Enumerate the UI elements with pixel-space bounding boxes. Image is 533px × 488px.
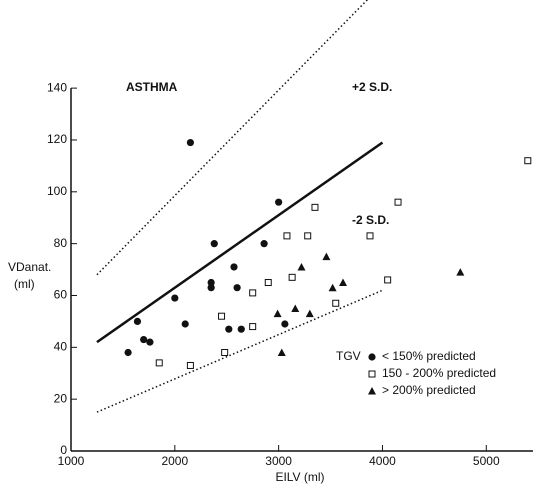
point xyxy=(283,232,291,240)
point xyxy=(260,240,268,248)
reference-line xyxy=(96,141,384,344)
point xyxy=(181,320,189,328)
point xyxy=(225,325,233,333)
point xyxy=(332,299,340,307)
x-tick-label: 5000 xyxy=(473,454,500,468)
point xyxy=(277,348,286,357)
point xyxy=(366,232,374,240)
y-axis-label: VDanat. xyxy=(8,260,51,274)
annotation: -2 S.D. xyxy=(352,213,389,227)
point xyxy=(230,263,238,271)
annotation: +2 S.D. xyxy=(352,80,392,94)
point xyxy=(394,198,402,206)
y-axis-unit: (ml) xyxy=(14,277,35,291)
annotation: ASTHMA xyxy=(126,80,178,94)
point xyxy=(249,289,257,297)
x-tick-label: 4000 xyxy=(369,454,396,468)
x-axis-label: EILV (ml) xyxy=(275,470,324,484)
point xyxy=(311,203,319,211)
point xyxy=(124,348,132,357)
point xyxy=(291,304,300,312)
point xyxy=(339,278,348,287)
y-tick-label: 0 xyxy=(60,443,67,457)
point xyxy=(171,294,179,302)
x-tick-label: 2000 xyxy=(161,454,188,468)
y-tick-label: 120 xyxy=(47,132,67,146)
point xyxy=(249,323,257,331)
y-tick-label: 40 xyxy=(54,339,68,353)
point xyxy=(221,349,229,357)
y-tick-label: 60 xyxy=(54,288,68,302)
point xyxy=(297,262,306,271)
x-tick-label: 3000 xyxy=(265,454,292,468)
legend-marker xyxy=(368,370,376,378)
point xyxy=(384,276,392,284)
point xyxy=(273,309,282,318)
y-tick-label: 20 xyxy=(54,391,68,405)
point xyxy=(264,279,272,287)
point xyxy=(186,361,194,369)
point xyxy=(322,252,331,261)
x-tick-label: 1000 xyxy=(58,454,85,468)
point xyxy=(133,317,142,326)
y-tick-label: 100 xyxy=(47,184,67,198)
point xyxy=(237,325,245,333)
legend-label: > 200% predicted xyxy=(382,383,476,397)
point xyxy=(207,278,215,287)
point xyxy=(275,198,283,206)
point xyxy=(524,157,532,165)
point xyxy=(281,320,289,328)
legend-label: < 150% predicted xyxy=(382,349,476,363)
point xyxy=(210,240,218,248)
reference-line xyxy=(96,0,369,276)
y-tick-label: 140 xyxy=(47,80,67,94)
point xyxy=(146,338,154,346)
legend-title: TGV xyxy=(336,349,361,363)
point xyxy=(155,359,163,367)
point xyxy=(207,284,215,292)
legend-marker xyxy=(368,353,376,361)
point xyxy=(304,232,312,240)
point xyxy=(218,312,226,320)
point xyxy=(456,268,465,276)
point xyxy=(305,309,314,318)
point xyxy=(233,284,241,292)
point xyxy=(186,138,194,147)
point xyxy=(140,335,148,344)
legend-marker xyxy=(368,387,376,395)
y-tick-label: 80 xyxy=(54,236,68,250)
point xyxy=(288,273,296,281)
point xyxy=(328,283,337,292)
legend-label: 150 - 200% predicted xyxy=(382,366,496,380)
